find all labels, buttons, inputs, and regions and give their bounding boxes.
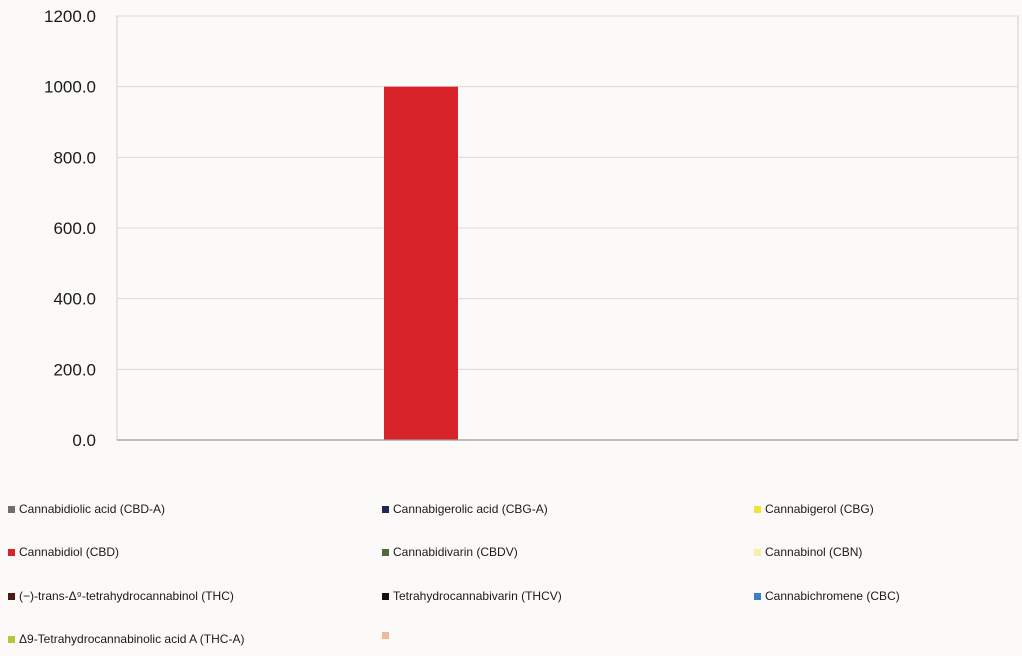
gridlines: [117, 15, 1018, 441]
y-tick-label: 800.0: [53, 148, 96, 167]
y-tick-label: 0.0: [72, 431, 96, 450]
y-tick-label: 200.0: [53, 360, 96, 379]
y-tick-label: 1200.0: [44, 7, 96, 26]
y-tick-label: 1000.0: [44, 78, 96, 97]
y-tick-label: 400.0: [53, 290, 96, 309]
y-tick-label: 600.0: [53, 219, 96, 238]
bar: [384, 86, 458, 441]
y-axis-ticks: 0.0 200.0 400.0 600.0 800.0 1000.0 1200.0: [44, 7, 96, 450]
bars: [384, 86, 458, 441]
